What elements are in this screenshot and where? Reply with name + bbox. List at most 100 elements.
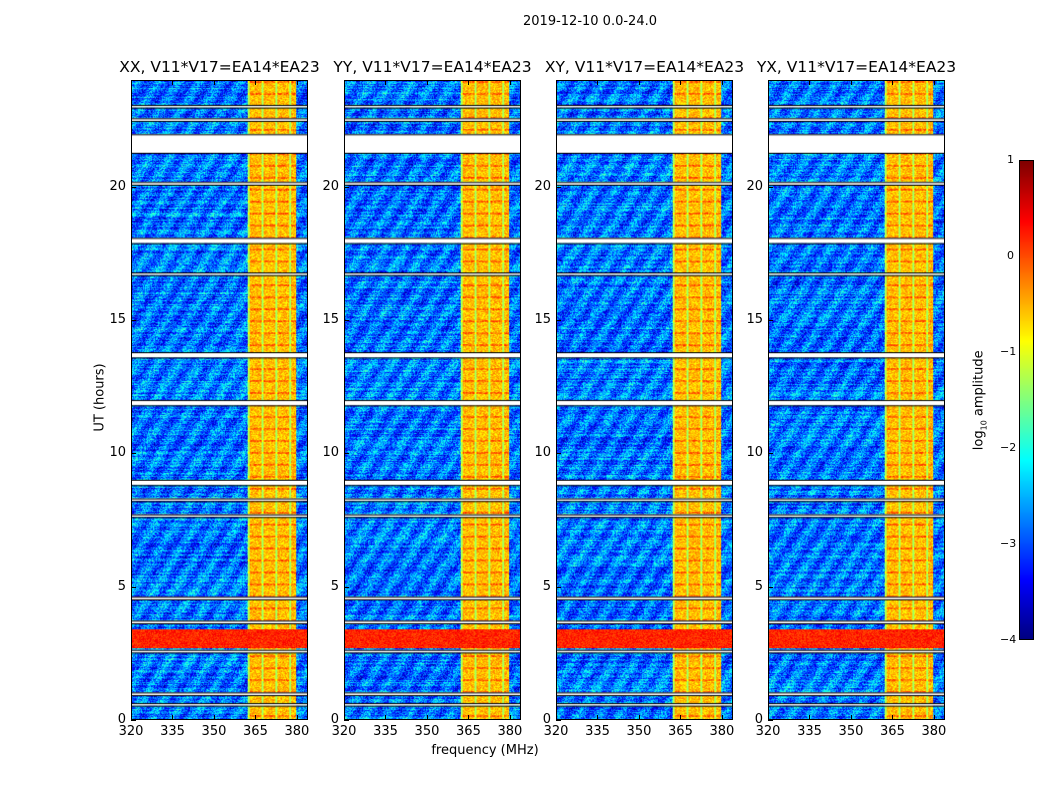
colorbar: [1019, 160, 1034, 640]
y-tick-mark: [131, 186, 136, 188]
y-tick-mark: [768, 720, 773, 721]
x-tick-mark: [213, 715, 215, 720]
y-tick-label: 15: [746, 312, 763, 327]
x-tick-mark: [344, 80, 345, 85]
x-tick-mark: [344, 715, 345, 720]
y-tick-label: 5: [754, 578, 763, 594]
x-tick-mark: [680, 80, 682, 85]
y-tick-mark: [768, 186, 773, 188]
x-tick-mark: [892, 715, 894, 720]
colorbar-tick-label: −3: [1000, 537, 1017, 550]
x-tick-label: 365: [880, 724, 905, 739]
y-tick-mark: [556, 720, 561, 721]
x-tick-mark: [172, 715, 174, 720]
y-tick-label: 5: [542, 578, 551, 594]
x-tick-mark: [809, 715, 811, 720]
y-tick-label: 20: [534, 178, 551, 194]
y-tick-mark: [556, 453, 561, 455]
x-tick-mark: [597, 715, 599, 720]
y-tick-label: 10: [109, 445, 126, 461]
y-tick-label: 20: [322, 178, 339, 194]
x-tick-mark: [213, 80, 215, 85]
x-tick-mark: [426, 80, 428, 85]
x-tick-mark: [385, 80, 387, 85]
x-tick-mark: [385, 715, 387, 720]
x-tick-mark: [850, 715, 852, 720]
x-tick-mark: [255, 715, 257, 720]
x-tick-label: 320: [755, 724, 781, 739]
colorbar-tick-label: −2: [1000, 441, 1017, 454]
x-tick-mark: [809, 80, 811, 85]
x-tick-mark: [597, 80, 599, 85]
x-tick-label: 365: [456, 724, 481, 739]
y-tick-mark: [131, 453, 136, 455]
y-tick-mark: [556, 320, 561, 321]
x-tick-mark: [509, 715, 511, 720]
y-tick-label: 5: [117, 578, 126, 594]
x-tick-label: 320: [118, 724, 144, 739]
colorbar-label: log10 amplitude: [972, 340, 989, 460]
x-tick-mark: [850, 80, 852, 85]
x-tick-mark: [426, 715, 428, 720]
x-tick-mark: [638, 80, 640, 85]
heatmap-panel: [131, 80, 308, 720]
heatmap-cells: [557, 81, 732, 719]
colorbar-tick-label: 0: [1007, 249, 1014, 262]
heatmap-cells: [132, 81, 307, 719]
x-tick-mark: [296, 715, 298, 720]
heatmap-panel: [344, 80, 521, 720]
x-tick-mark: [556, 715, 557, 720]
colorbar-label-main: log: [971, 430, 987, 451]
y-tick-label: 0: [542, 712, 551, 727]
y-tick-mark: [344, 453, 349, 455]
y-tick-mark: [131, 320, 136, 321]
x-tick-mark: [892, 80, 894, 85]
x-tick-mark: [131, 80, 132, 85]
x-tick-label: 350: [626, 724, 652, 739]
x-tick-label: 365: [243, 724, 268, 739]
panel-title: YX, V11*V17=EA14*EA23: [756, 58, 957, 76]
x-tick-label: 320: [331, 724, 357, 739]
y-tick-label: 0: [754, 712, 763, 727]
x-tick-mark: [721, 715, 723, 720]
heatmap-cells: [769, 81, 944, 719]
x-tick-mark: [255, 80, 257, 85]
x-tick-label: 350: [414, 724, 440, 739]
y-tick-label: 0: [330, 712, 339, 727]
x-tick-mark: [468, 715, 470, 720]
x-tick-label: 335: [373, 724, 398, 739]
panel-title: YY, V11*V17=EA14*EA23: [333, 58, 532, 76]
x-axis-label: frequency (MHz): [431, 743, 539, 758]
y-tick-mark: [344, 586, 349, 588]
y-tick-label: 15: [534, 312, 551, 327]
x-tick-mark: [933, 80, 935, 85]
x-tick-mark: [296, 80, 298, 85]
y-tick-mark: [768, 453, 773, 455]
x-tick-label: 335: [160, 724, 185, 739]
x-tick-mark: [768, 715, 769, 720]
y-tick-label: 10: [322, 445, 339, 461]
heatmap-cells: [345, 81, 520, 719]
x-tick-label: 350: [201, 724, 227, 739]
figure-title: 2019-12-10 0.0-24.0: [523, 14, 657, 29]
x-tick-label: 380: [709, 724, 735, 739]
y-tick-label: 10: [746, 445, 763, 461]
colorbar-tick-label: 1: [1007, 153, 1014, 166]
y-axis-label: UT (hours): [92, 363, 108, 432]
x-tick-mark: [721, 80, 723, 85]
y-tick-mark: [344, 720, 349, 721]
x-tick-label: 380: [497, 724, 523, 739]
colorbar-label-rest: amplitude: [971, 350, 987, 421]
y-tick-label: 15: [322, 312, 339, 327]
x-tick-label: 365: [668, 724, 693, 739]
colorbar-tick-label: −4: [1000, 633, 1017, 646]
x-tick-mark: [172, 80, 174, 85]
colorbar-label-sub: 10: [979, 420, 989, 431]
x-tick-mark: [468, 80, 470, 85]
x-tick-mark: [509, 80, 511, 85]
y-tick-label: 0: [117, 712, 126, 727]
y-tick-mark: [768, 586, 773, 588]
x-tick-label: 380: [921, 724, 947, 739]
x-tick-mark: [556, 80, 557, 85]
